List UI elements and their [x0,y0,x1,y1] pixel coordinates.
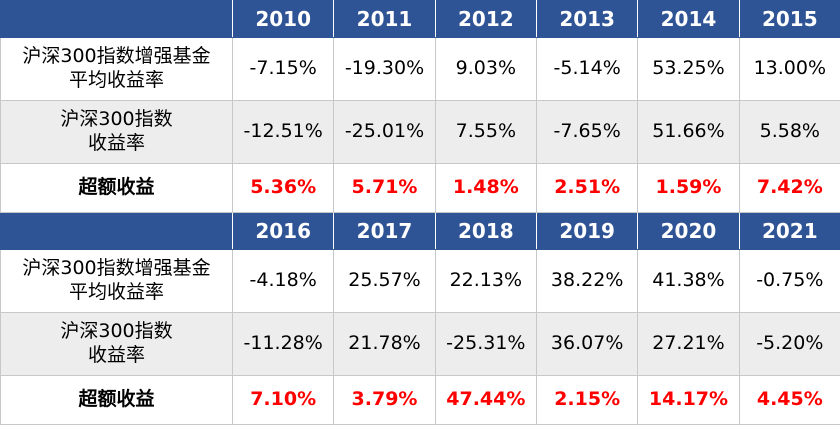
year-header-cell: 2014 [638,1,739,38]
year-header-cell: 2019 [536,213,637,250]
row-label-line: 沪深300指数增强基金 [1,45,232,69]
year-header-cell: 2016 [233,213,334,250]
row-label: 超额收益 [1,376,233,425]
value-cell: -4.18% [233,250,334,313]
excess-value-cell: 1.48% [435,164,536,213]
value-cell: -7.15% [233,38,334,101]
value-cell: -5.14% [536,38,637,101]
excess-value-cell: 47.44% [435,376,536,425]
value-cell: 27.21% [638,313,739,376]
excess-return-row: 超额收益 7.10% 3.79% 47.44% 2.15% 14.17% 4.4… [1,376,840,425]
value-cell: -5.20% [739,313,840,376]
row-label: 沪深300指数增强基金 平均收益率 [1,250,233,313]
excess-value-cell: 5.71% [334,164,435,213]
row-label-line: 收益率 [1,132,232,156]
row-label-line: 收益率 [1,344,232,368]
value-cell: 53.25% [638,38,739,101]
year-header-cell: 2011 [334,1,435,38]
excess-value-cell: 7.42% [739,164,840,213]
year-header-cell: 2018 [435,213,536,250]
value-cell: -25.01% [334,101,435,164]
value-cell: 21.78% [334,313,435,376]
value-cell: -19.30% [334,38,435,101]
index-return-row: 沪深300指数 收益率 -12.51% -25.01% 7.55% -7.65%… [1,101,840,164]
excess-value-cell: 7.10% [233,376,334,425]
value-cell: 7.55% [435,101,536,164]
row-label-line: 沪深300指数 [1,320,232,344]
value-cell: 38.22% [536,250,637,313]
value-cell: 22.13% [435,250,536,313]
value-cell: -12.51% [233,101,334,164]
value-cell: -11.28% [233,313,334,376]
value-cell: 5.58% [739,101,840,164]
row-label: 沪深300指数 收益率 [1,101,233,164]
excess-value-cell: 2.51% [536,164,637,213]
year-header-cell: 2015 [739,1,840,38]
excess-value-cell: 14.17% [638,376,739,425]
excess-value-cell: 3.79% [334,376,435,425]
row-label-line: 平均收益率 [1,69,232,93]
header-corner-cell [1,1,233,38]
value-cell: 36.07% [536,313,637,376]
excess-value-cell: 4.45% [739,376,840,425]
excess-value-cell: 2.15% [536,376,637,425]
index-return-row: 沪深300指数 收益率 -11.28% 21.78% -25.31% 36.07… [1,313,840,376]
row-label: 超额收益 [1,164,233,213]
year-header-cell: 2020 [638,213,739,250]
header-corner-cell [1,213,233,250]
excess-return-row: 超额收益 5.36% 5.71% 1.48% 2.51% 1.59% 7.42% [1,164,840,213]
row-label-line: 平均收益率 [1,281,232,305]
row-label: 沪深300指数增强基金 平均收益率 [1,38,233,101]
row-label-line: 沪深300指数增强基金 [1,257,232,281]
row-label: 沪深300指数 收益率 [1,313,233,376]
year-header-cell: 2017 [334,213,435,250]
value-cell: 9.03% [435,38,536,101]
value-cell: -0.75% [739,250,840,313]
fund-return-row: 沪深300指数增强基金 平均收益率 -7.15% -19.30% 9.03% -… [1,38,840,101]
value-cell: -25.31% [435,313,536,376]
value-cell: 51.66% [638,101,739,164]
year-header-cell: 2021 [739,213,840,250]
year-header-cell: 2013 [536,1,637,38]
year-header-row: 2016 2017 2018 2019 2020 2021 [1,213,840,250]
excess-value-cell: 1.59% [638,164,739,213]
row-label-line: 沪深300指数 [1,108,232,132]
value-cell: 41.38% [638,250,739,313]
year-header-cell: 2010 [233,1,334,38]
value-cell: 25.57% [334,250,435,313]
year-header-row: 2010 2011 2012 2013 2014 2015 [1,1,840,38]
value-cell: -7.65% [536,101,637,164]
fund-return-row: 沪深300指数增强基金 平均收益率 -4.18% 25.57% 22.13% 3… [1,250,840,313]
value-cell: 13.00% [739,38,840,101]
year-header-cell: 2012 [435,1,536,38]
excess-value-cell: 5.36% [233,164,334,213]
